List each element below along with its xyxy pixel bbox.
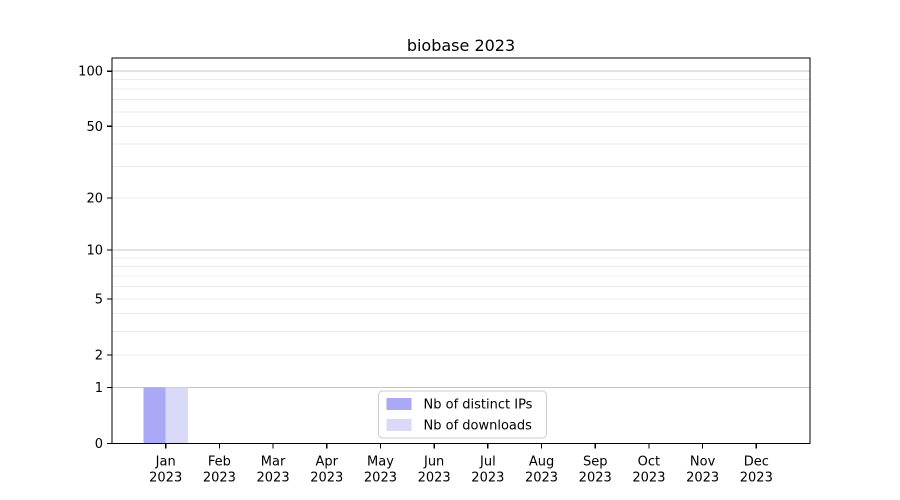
legend-swatch-distinct-ips: [386, 398, 412, 410]
x-tick-label-year: 2023: [310, 471, 343, 486]
legend-swatch-downloads: [386, 419, 412, 431]
chart-title: biobase 2023: [407, 36, 515, 55]
x-tick-label-month: Oct: [638, 455, 660, 470]
x-tick-label-month: Aug: [529, 455, 554, 470]
y-tick-label: 2: [95, 348, 103, 363]
bar-layer: [143, 387, 189, 444]
x-tick-label-year: 2023: [418, 471, 451, 486]
legend-box: [378, 390, 547, 439]
x-tick-label-month: Dec: [744, 455, 769, 470]
x-tick-label-year: 2023: [579, 471, 612, 486]
y-tick-label: 50: [86, 120, 103, 135]
plot-border: [111, 57, 811, 445]
y-tick-label: 100: [78, 65, 103, 80]
y-tick-label: 1: [95, 381, 103, 396]
bar-nb-of-downloads-jan: [165, 387, 189, 444]
x-tick-label-year: 2023: [149, 471, 182, 486]
legend-label: Nb of distinct IPs: [424, 398, 533, 413]
x-tick-label-year: 2023: [257, 471, 290, 486]
x-tick-label-year: 2023: [203, 471, 236, 486]
x-tick-label-month: Nov: [690, 455, 716, 470]
legend: Nb of distinct IPs Nb of downloads: [378, 390, 547, 439]
x-tick-label-year: 2023: [686, 471, 719, 486]
x-tick-label-month: Jan: [155, 455, 176, 470]
legend-label: Nb of downloads: [424, 419, 533, 434]
x-tick-label-year: 2023: [364, 471, 397, 486]
x-tick-label-month: Jun: [423, 455, 444, 470]
x-tick-label-month: Sep: [583, 455, 608, 470]
y-tick-label: 0: [95, 437, 103, 452]
grid-layer: [112, 70, 810, 389]
x-tick-label-month: May: [367, 455, 394, 470]
x-tick-label-month: Jul: [479, 455, 496, 470]
y-tick-label: 20: [86, 191, 103, 206]
x-tick-label-month: Feb: [208, 455, 231, 470]
x-tick-label-month: Mar: [261, 455, 286, 470]
x-tick-label-year: 2023: [471, 471, 504, 486]
x-tick-label-year: 2023: [740, 471, 773, 486]
y-tick-label: 10: [86, 244, 103, 259]
bar-nb-of-distinct-ips-jan: [143, 387, 166, 444]
y-tick-label: 5: [95, 292, 103, 307]
x-tick-label-year: 2023: [525, 471, 558, 486]
x-tick-label-year: 2023: [632, 471, 665, 486]
x-tick-label-month: Apr: [316, 455, 339, 470]
axis-layer: 0125102050100Jan2023Feb2023Mar2023Apr202…: [78, 57, 811, 486]
